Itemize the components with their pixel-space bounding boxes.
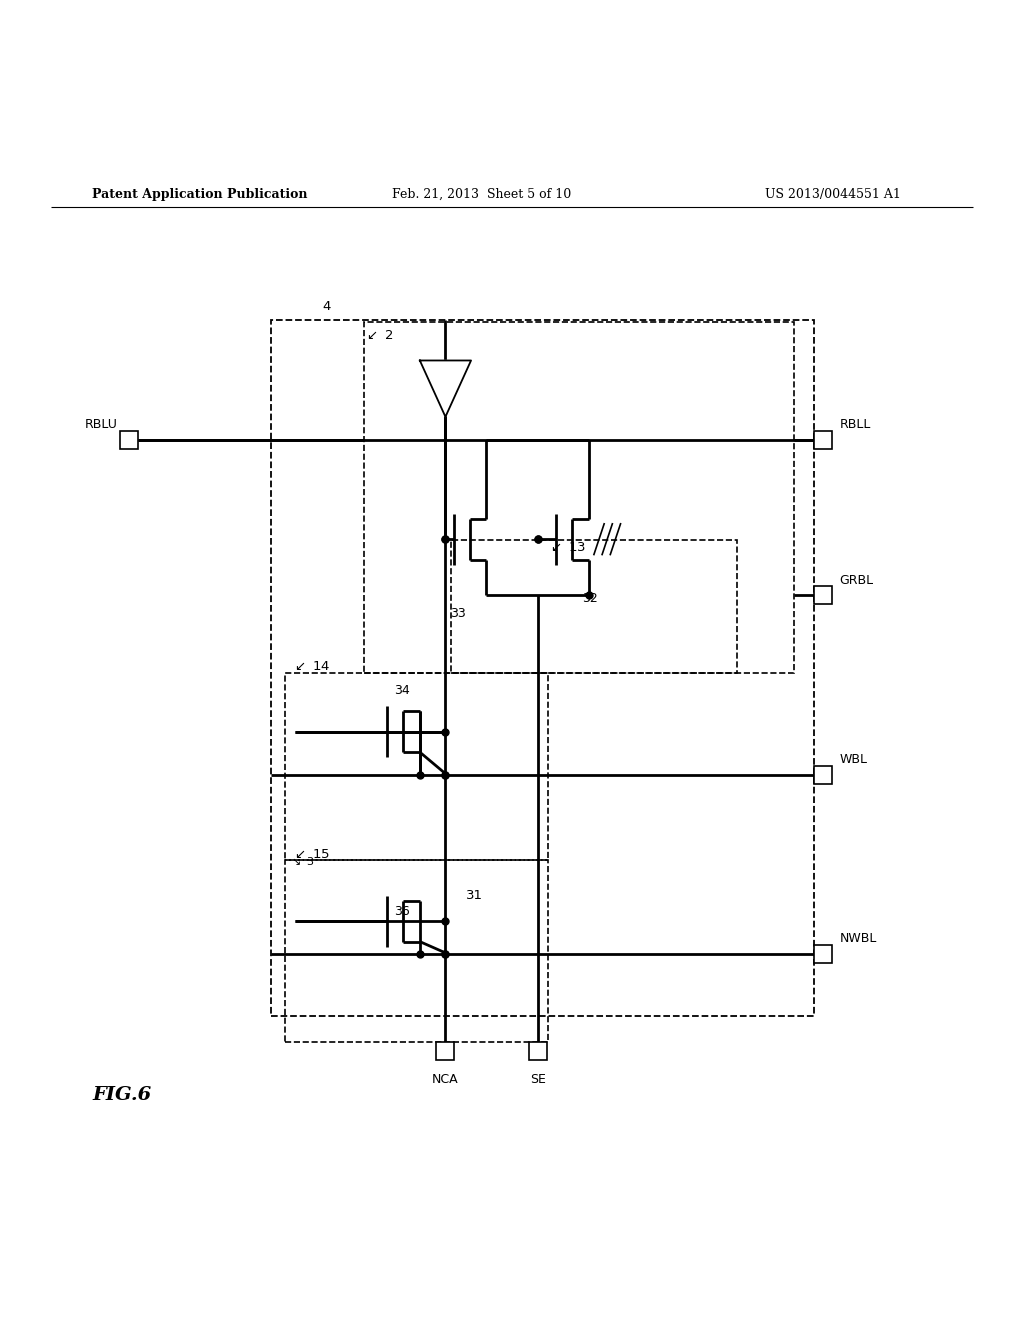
Bar bbox=[436, 1041, 455, 1060]
Text: RBLU: RBLU bbox=[85, 418, 118, 430]
Text: Feb. 21, 2013  Sheet 5 of 10: Feb. 21, 2013 Sheet 5 of 10 bbox=[391, 187, 571, 201]
Bar bbox=[814, 586, 833, 605]
Bar bbox=[814, 430, 833, 449]
Text: Patent Application Publication: Patent Application Publication bbox=[92, 187, 307, 201]
Text: FIG.6: FIG.6 bbox=[92, 1086, 152, 1105]
Text: $\swarrow$ 13: $\swarrow$ 13 bbox=[548, 541, 586, 554]
Bar bbox=[528, 1041, 547, 1060]
Text: 36: 36 bbox=[394, 906, 410, 919]
Text: SE: SE bbox=[529, 1073, 546, 1085]
Text: US 2013/0044551 A1: US 2013/0044551 A1 bbox=[765, 187, 901, 201]
Polygon shape bbox=[420, 360, 471, 417]
Text: NCA: NCA bbox=[432, 1073, 459, 1085]
Text: 31: 31 bbox=[466, 890, 483, 902]
Text: $\swarrow$ 2: $\swarrow$ 2 bbox=[364, 329, 393, 342]
Text: $\searrow$ 3: $\searrow$ 3 bbox=[289, 855, 314, 867]
Bar bbox=[120, 430, 138, 449]
Text: $\swarrow$ 15: $\swarrow$ 15 bbox=[292, 847, 330, 861]
Text: $\swarrow$ 14: $\swarrow$ 14 bbox=[292, 660, 331, 673]
Text: GRBL: GRBL bbox=[840, 574, 873, 586]
Text: WBL: WBL bbox=[840, 752, 867, 766]
Text: 34: 34 bbox=[394, 684, 410, 697]
Bar bbox=[814, 766, 833, 784]
Text: RBLL: RBLL bbox=[840, 418, 871, 430]
Text: NWBL: NWBL bbox=[840, 932, 877, 945]
Text: 32: 32 bbox=[582, 593, 597, 605]
Bar bbox=[814, 945, 833, 962]
Text: 33: 33 bbox=[451, 607, 466, 620]
Text: 4: 4 bbox=[323, 300, 331, 313]
